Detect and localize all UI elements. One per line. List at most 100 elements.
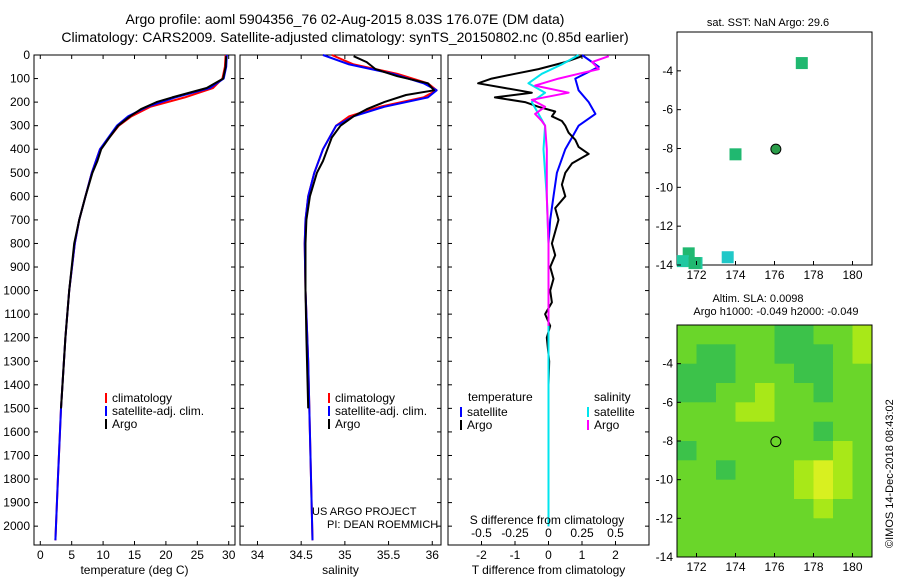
sla-cell	[716, 479, 736, 500]
sla-cell	[774, 421, 795, 442]
s-difference-label: S difference from climatology	[470, 513, 625, 527]
sla-cell	[774, 460, 795, 481]
sla-cell	[794, 363, 814, 384]
salinity-profile-xtick-label: 34.5	[289, 548, 313, 562]
sla-cell	[735, 499, 756, 519]
sla-cell	[735, 383, 756, 403]
sst-square	[729, 148, 742, 161]
sla-map-panel: 172 174 176 178 180 -4 -6 -8 -10 -12 -14	[656, 324, 873, 574]
temperature-legend-label: satellite-adj. clim.	[112, 404, 204, 418]
sla-cell	[696, 344, 717, 365]
argo-position-marker	[770, 436, 782, 448]
sla-cell	[794, 383, 814, 403]
sst-map-ytick-label: -10	[656, 180, 674, 194]
sla-cell	[852, 441, 873, 461]
salinity-profile-frame	[239, 54, 442, 546]
sst-map-xtick-label: 172	[686, 268, 706, 282]
sla-cell	[774, 518, 795, 539]
depth-tick-label: 0	[23, 48, 30, 62]
sla-cell	[794, 518, 814, 539]
difference-profile-panel: -2 -1 0 1 2 -0.5 -0.25 0 0.25 0.5 T difference fro…	[447, 54, 650, 577]
sla-cell	[852, 518, 873, 539]
diff-salinity-legend-label: satellite	[594, 405, 635, 419]
temperature-profile-xtick-label: 10	[96, 548, 110, 562]
sla-cell	[677, 479, 697, 500]
diff-temperature-legend-label: satellite	[467, 405, 508, 419]
sla-cell	[735, 344, 756, 365]
sla-cell	[794, 441, 814, 461]
salinity-profile-panel: 34 34.5 35 35.5 36 salinity	[239, 54, 442, 577]
sla-cell	[833, 325, 853, 345]
sla-cell	[852, 421, 873, 442]
sla-cell	[677, 537, 697, 558]
legend-header-temperature: temperature	[468, 390, 533, 404]
sla-cell	[716, 537, 736, 558]
sla-cell	[755, 460, 775, 481]
sla-map-xtick-label: 178	[803, 560, 823, 574]
sla-cell	[833, 460, 853, 481]
title-line-2: Climatology: CARS2009. Satellite-adjuste…	[61, 29, 628, 45]
sla-cell	[774, 537, 795, 558]
sla-cell	[833, 499, 853, 519]
sla-cell	[735, 479, 756, 500]
sla-cell	[677, 499, 697, 519]
sst-square	[688, 257, 701, 270]
sla-map-xtick-label: 172	[686, 560, 706, 574]
temperature-profile-xlabel: temperature (deg C)	[80, 563, 188, 577]
sst-map-ytick-label: -8	[662, 142, 673, 156]
sla-cell	[833, 479, 853, 500]
sst-map-ytick-label: -12	[656, 219, 674, 233]
sla-cell	[833, 518, 853, 539]
sla-cell	[716, 383, 736, 403]
sla-cell	[696, 441, 717, 461]
sst-map-xtick-label: 178	[803, 268, 823, 282]
salinity-legend-label: climatology	[335, 391, 395, 405]
sla-map-ytick-label: -12	[656, 511, 674, 525]
sla-cell	[852, 383, 873, 403]
sdiff-tick-label: -0.25	[501, 526, 529, 540]
sla-cell	[696, 383, 717, 403]
sla-cell	[735, 441, 756, 461]
sla-cell	[677, 441, 697, 461]
sla-cell	[833, 441, 853, 461]
sla-cell	[696, 402, 717, 423]
sla-cell	[677, 460, 697, 481]
difference-profile-series-salinity-argo	[530, 55, 610, 326]
diff-temperature-legend-label: Argo	[467, 418, 493, 432]
sla-cell	[794, 325, 814, 345]
depth-tick-label: 800	[10, 236, 30, 250]
salinity-profile-xtick-label: 35.5	[377, 548, 401, 562]
salinity-legend-label: Argo	[335, 417, 361, 431]
sdiff-tick-label: 0	[545, 526, 552, 540]
sla-cell	[774, 344, 795, 365]
sla-cell	[794, 537, 814, 558]
sla-cell	[716, 499, 736, 519]
sla-cell	[852, 479, 873, 500]
difference-profile-xtick-label: -2	[476, 548, 487, 562]
sla-cell	[677, 383, 697, 403]
sla-cell	[716, 441, 736, 461]
temperature-profile-panel: 0100200300400500600700800900100011001200…	[3, 48, 235, 577]
sla-cell	[696, 421, 717, 442]
sla-cell	[716, 421, 736, 442]
depth-tick-label: 2000	[3, 519, 30, 533]
sla-map-xtick-label: 176	[764, 560, 784, 574]
temperature-profile-xtick-label: 25	[191, 548, 205, 562]
sst-map-panel: 172 174 176 178 180 -4 -6 -8 -10 -12 -14	[656, 31, 873, 282]
difference-profile-xlabel: T difference from climatology	[472, 563, 626, 577]
depth-tick-label: 1700	[3, 448, 30, 462]
sla-map-ytick-label: -4	[662, 357, 673, 371]
project-line-2: PI: DEAN ROEMMICH	[327, 519, 438, 531]
temperature-profile-xtick-label: 30	[222, 548, 236, 562]
sla-cell	[755, 325, 775, 345]
sla-cell	[735, 363, 756, 384]
sla-cell	[794, 460, 814, 481]
sla-cell	[696, 518, 717, 539]
depth-tick-label: 400	[10, 142, 30, 156]
sla-cell	[774, 402, 795, 423]
salinity-profile-xtick-label: 36	[426, 548, 440, 562]
sla-map-title-1: Altim. SLA: 0.0098	[712, 293, 803, 305]
sst-map-title: sat. SST: NaN Argo: 29.6	[707, 17, 829, 29]
sla-cell	[852, 325, 873, 345]
sla-map-ytick-label: -6	[662, 395, 673, 409]
